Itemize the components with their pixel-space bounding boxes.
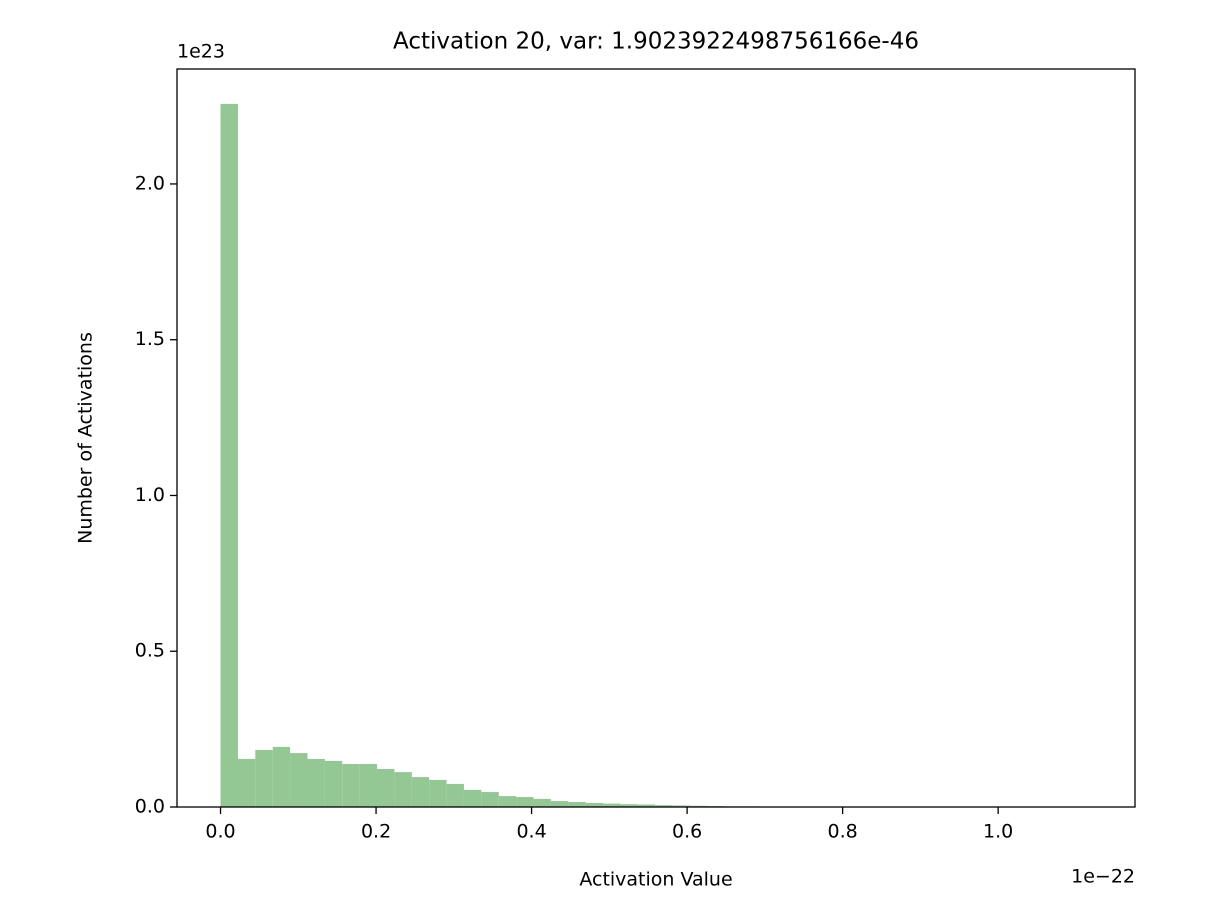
- x-tick-label: 1.0: [983, 821, 1013, 843]
- axes-frame: [176, 68, 1136, 808]
- x-offset-label: 1e−22: [1071, 866, 1135, 888]
- y-tick-label: 0.0: [135, 796, 165, 818]
- bar: [411, 777, 430, 807]
- bar: [463, 789, 482, 807]
- bar: [307, 759, 325, 807]
- bar: [516, 797, 534, 807]
- bar: [498, 796, 517, 807]
- x-tick-label: 0.0: [205, 821, 235, 843]
- bar: [342, 764, 360, 807]
- bar: [324, 760, 343, 807]
- x-tick-label: 0.2: [361, 821, 391, 843]
- y-offset-label: 1e23: [177, 41, 225, 63]
- y-tick-label: 0.5: [135, 640, 165, 662]
- bar: [220, 103, 238, 807]
- bar: [359, 764, 377, 807]
- bar: [481, 792, 499, 807]
- x-tick-label: 0.4: [516, 821, 546, 843]
- bar: [620, 804, 638, 807]
- bar: [446, 783, 464, 807]
- bar: [585, 802, 604, 807]
- bar: [394, 772, 412, 807]
- bar: [272, 746, 291, 807]
- y-tick-label: 1.5: [135, 328, 165, 350]
- bar: [568, 802, 586, 807]
- bar: [672, 805, 690, 807]
- bar: [655, 805, 673, 807]
- x-tick-label: 0.8: [828, 821, 858, 843]
- y-tick-label: 1.0: [135, 484, 165, 506]
- bar: [637, 804, 656, 807]
- bar: [603, 803, 621, 807]
- bar: [376, 768, 395, 807]
- bar: [290, 753, 308, 807]
- bar: [533, 798, 551, 807]
- chart-title: Activation 20, var: 1.9023922498756166e-…: [393, 29, 919, 55]
- bar: [255, 749, 273, 807]
- bar: [429, 779, 447, 807]
- x-tick-label: 0.6: [672, 821, 702, 843]
- bar: [237, 759, 256, 807]
- x-axis-label: Activation Value: [579, 869, 732, 891]
- y-axis-label: Number of Activations: [75, 332, 97, 544]
- y-tick-label: 2.0: [135, 172, 165, 194]
- bar: [550, 801, 569, 807]
